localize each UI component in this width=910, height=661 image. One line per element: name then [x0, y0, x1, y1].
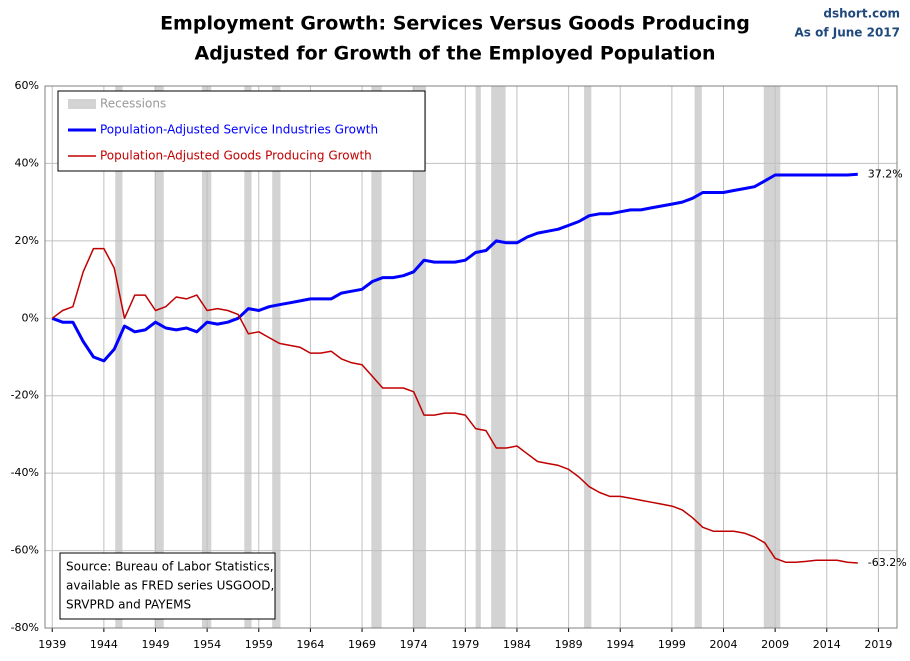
y-tick-label: 0% [22, 311, 39, 324]
y-tick-label: -40% [11, 466, 39, 479]
recession-band [491, 86, 506, 628]
value-label: -63.2% [868, 556, 907, 569]
x-tick-label: 1984 [503, 638, 531, 651]
recession-band [694, 86, 702, 628]
x-tick-label: 1974 [400, 638, 428, 651]
legend-label: Population-Adjusted Goods Producing Grow… [100, 149, 372, 163]
source-name: dshort.com [823, 7, 900, 21]
x-tick-label: 1979 [451, 638, 479, 651]
y-tick-label: 60% [15, 79, 39, 92]
x-tick-label: 1989 [555, 638, 583, 651]
x-tick-label: 2009 [761, 638, 789, 651]
series-line [51, 247, 858, 564]
value-label: 37.2% [868, 167, 903, 180]
as-of: As of June 2017 [794, 26, 900, 40]
y-tick-label: 20% [15, 234, 39, 247]
series-line [51, 172, 858, 363]
x-tick-label: 1994 [606, 638, 634, 651]
x-tick-label: 1969 [348, 638, 376, 651]
recession-band [475, 86, 481, 628]
legend-swatch [68, 99, 96, 109]
x-tick-label: 2019 [864, 638, 892, 651]
x-tick-label: 1964 [296, 638, 324, 651]
x-tick-label: 2004 [710, 638, 738, 651]
chart-title: Employment Growth: Services Versus Goods… [160, 13, 750, 35]
y-tick-label: -60% [11, 544, 39, 557]
recession-band [371, 86, 382, 628]
y-tick-label: 40% [15, 156, 39, 169]
recession-band [763, 86, 781, 628]
x-tick-label: 1954 [193, 638, 221, 651]
source-box [59, 552, 276, 620]
recession-band [584, 86, 592, 628]
recession-band [154, 86, 164, 628]
recession-band [201, 86, 212, 628]
plot-border [44, 85, 898, 629]
recession-band [115, 86, 123, 628]
y-tick-label: -20% [11, 389, 39, 402]
recession-band [412, 86, 427, 628]
recession-band [272, 86, 281, 628]
legend-label: Population-Adjusted Service Industries G… [100, 123, 378, 137]
source-text: SRVPRD and PAYEMS [66, 598, 191, 612]
recession-band [244, 86, 252, 628]
x-tick-label: 1939 [38, 638, 66, 651]
source-text: Source: Bureau of Labor Statistics, [66, 560, 274, 574]
chart-subtitle: Adjusted for Growth of the Employed Popu… [194, 43, 715, 65]
x-tick-label: 1944 [90, 638, 118, 651]
legend-label: Recessions [100, 97, 166, 111]
x-tick-label: 1959 [245, 638, 273, 651]
x-tick-label: 1949 [142, 638, 170, 651]
x-tick-label: 2014 [813, 638, 841, 651]
legend: Recessions Population-Adjusted Service In… [57, 90, 426, 172]
legend-box [57, 90, 426, 172]
source-text: available as FRED series USGOOD, [66, 579, 274, 593]
y-tick-label: -80% [11, 621, 39, 634]
x-tick-label: 1999 [658, 638, 686, 651]
